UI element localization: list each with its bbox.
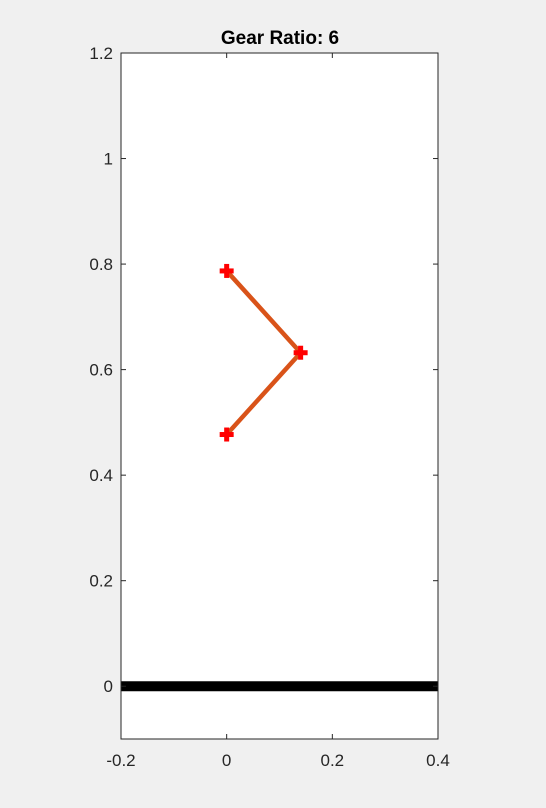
chart-title: Gear Ratio: 6 bbox=[221, 28, 339, 49]
y-tick-label: 0 bbox=[104, 677, 113, 696]
ticks-layer: -0.2 0 0.2 0.4 0 0.2 0.4 0.6 0.8 1 1.2 bbox=[89, 44, 449, 770]
y-tick-label: 1 bbox=[104, 150, 113, 169]
x-tick-label: 0.2 bbox=[321, 751, 345, 770]
axes-background bbox=[121, 53, 438, 739]
data-point-marker bbox=[219, 427, 234, 442]
y-tick-label: 0.6 bbox=[89, 361, 113, 380]
data-point-marker bbox=[293, 345, 308, 360]
axes-box bbox=[120, 52, 439, 740]
series-layer bbox=[219, 263, 308, 442]
y-tick-label: 0.4 bbox=[89, 466, 113, 485]
x-tick-label: 0 bbox=[222, 751, 231, 770]
x-tick-label: -0.2 bbox=[106, 751, 135, 770]
y-tick-label: 1.2 bbox=[89, 44, 113, 63]
x-tick-label: 0.4 bbox=[426, 751, 450, 770]
y-tick-label: 0.8 bbox=[89, 255, 113, 274]
data-point-marker bbox=[219, 263, 234, 278]
y-tick-label: 0.2 bbox=[89, 572, 113, 591]
